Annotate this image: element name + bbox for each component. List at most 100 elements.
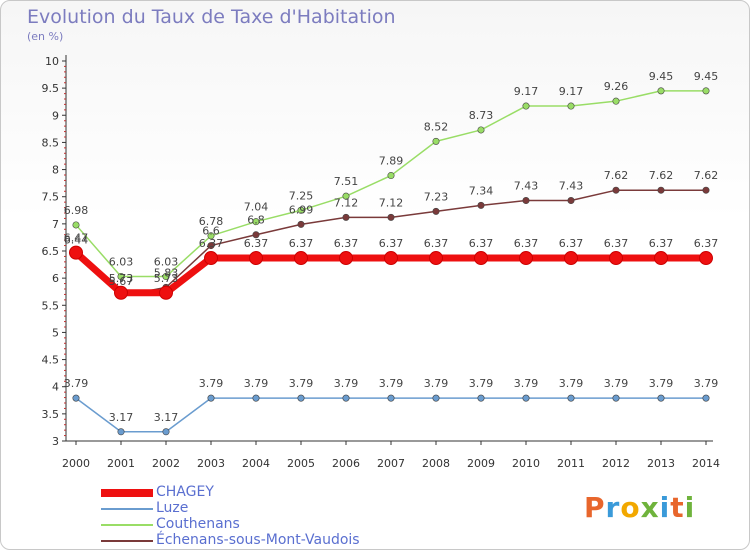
legend-label: CHAGEY [156, 484, 214, 500]
data-label-chagey: 5.73 [154, 272, 179, 285]
data-label-chagey: 6.37 [379, 237, 404, 250]
data-label-couthenans: 6.78 [199, 215, 224, 228]
data-label-couthenans: 7.51 [334, 175, 359, 188]
legend-label: Échenans-sous-Mont-Vaudois [156, 532, 360, 548]
data-point-echenans-sous-mont-vaudois [567, 197, 575, 205]
x-tick-label: 2014 [692, 457, 720, 470]
series-lines [69, 87, 713, 436]
data-point-couthenans [612, 97, 620, 105]
y-tick-label: 3.5 [42, 408, 60, 421]
logo-letter: x [640, 491, 660, 524]
data-label-couthenans: 6.03 [109, 256, 134, 269]
data-point-couthenans [432, 137, 440, 145]
unit-label: (en %) [27, 30, 64, 43]
data-label-luze: 3.79 [559, 377, 584, 390]
data-point-luze [567, 394, 575, 402]
data-label-echenans-sous-mont-vaudois: 7.23 [424, 190, 449, 203]
data-label-luze: 3.79 [424, 377, 449, 390]
data-point-echenans-sous-mont-vaudois [702, 186, 710, 194]
legend-label: Luze [156, 500, 189, 516]
data-label-echenans-sous-mont-vaudois: 7.43 [559, 180, 584, 193]
data-point-chagey [294, 251, 308, 266]
x-tick-label: 2002 [152, 457, 180, 470]
data-point-couthenans [387, 172, 395, 180]
data-label-echenans-sous-mont-vaudois: 7.43 [514, 180, 539, 193]
data-point-luze [297, 394, 305, 402]
x-tick-label: 2008 [422, 457, 450, 470]
y-tick-label: 10 [45, 55, 59, 68]
y-tick-label: 7.5 [42, 191, 60, 204]
data-label-couthenans: 7.04 [244, 201, 269, 214]
data-label-echenans-sous-mont-vaudois: 5.67 [109, 275, 134, 288]
data-label-echenans-sous-mont-vaudois: 6.44 [64, 233, 89, 246]
x-tick-label: 2009 [467, 457, 495, 470]
data-label-chagey: 6.37 [334, 237, 359, 250]
x-tick-label: 2011 [557, 457, 585, 470]
data-point-chagey [159, 285, 173, 300]
data-label-chagey: 6.37 [604, 237, 629, 250]
data-labels: 6.47 5.73 5.73 6.37 6.37 6.37 6.37 6.37 6.37 6.37… [64, 70, 719, 424]
data-point-luze [72, 394, 80, 402]
data-label-chagey: 6.37 [514, 237, 539, 250]
data-point-luze [207, 394, 215, 402]
x-tick-label: 2007 [377, 457, 405, 470]
data-point-chagey [69, 245, 83, 260]
data-label-couthenans: 9.17 [514, 85, 539, 98]
data-label-echenans-sous-mont-vaudois: 7.12 [334, 196, 359, 209]
data-point-luze [522, 394, 530, 402]
data-point-echenans-sous-mont-vaudois [207, 242, 215, 250]
data-point-couthenans [297, 206, 305, 214]
data-point-luze [342, 394, 350, 402]
logo-letter: i [659, 491, 671, 524]
data-label-luze: 3.79 [514, 377, 539, 390]
data-point-chagey [339, 251, 353, 266]
logo-letter: t [670, 491, 685, 524]
y-tick-label: 6 [52, 272, 59, 285]
data-label-luze: 3.79 [694, 377, 719, 390]
x-tick-label: 2006 [332, 457, 360, 470]
data-label-echenans-sous-mont-vaudois: 6.6 [202, 225, 220, 238]
data-point-chagey [384, 251, 398, 266]
x-tick-label: 2000 [62, 457, 90, 470]
legend-swatch [101, 524, 153, 526]
data-label-couthenans: 9.17 [559, 85, 584, 98]
data-point-chagey [519, 251, 533, 266]
data-point-echenans-sous-mont-vaudois [432, 207, 440, 215]
data-point-luze [432, 394, 440, 402]
data-label-couthenans: 8.73 [469, 109, 494, 122]
x-tick-label: 2005 [287, 457, 315, 470]
data-point-chagey [114, 285, 128, 300]
data-label-luze: 3.79 [199, 377, 224, 390]
chart-title: Evolution du Taux de Taxe d'Habitation [27, 6, 396, 28]
y-tick-label: 6.5 [42, 245, 60, 258]
data-label-echenans-sous-mont-vaudois: 6.8 [247, 214, 265, 227]
data-point-couthenans [522, 102, 530, 110]
data-point-luze [477, 394, 485, 402]
data-label-couthenans: 9.45 [694, 70, 719, 83]
legend-label: Couthenans [156, 516, 240, 532]
y-tick-label: 9 [52, 109, 59, 122]
logo-letter: o [620, 491, 641, 524]
data-label-couthenans: 7.89 [379, 155, 404, 168]
data-label-luze: 3.79 [379, 377, 404, 390]
logo-letter: P [584, 491, 606, 524]
data-point-echenans-sous-mont-vaudois [297, 220, 305, 228]
data-label-echenans-sous-mont-vaudois: 7.34 [469, 184, 494, 197]
legend-swatch [101, 489, 153, 497]
x-tick-label: 2013 [647, 457, 675, 470]
data-label-luze: 3.79 [649, 377, 674, 390]
data-point-echenans-sous-mont-vaudois [387, 213, 395, 221]
data-label-chagey: 6.37 [199, 237, 224, 250]
data-label-echenans-sous-mont-vaudois: 7.12 [379, 196, 404, 209]
data-point-echenans-sous-mont-vaudois [477, 201, 485, 209]
data-point-couthenans [117, 273, 125, 281]
data-point-luze [252, 394, 260, 402]
data-point-couthenans [342, 192, 350, 200]
data-label-couthenans: 7.25 [289, 189, 314, 202]
data-point-echenans-sous-mont-vaudois [522, 197, 530, 205]
y-tick-label: 9.5 [42, 82, 60, 95]
data-point-chagey [249, 251, 263, 266]
data-point-echenans-sous-mont-vaudois [612, 186, 620, 194]
data-point-chagey [654, 251, 668, 266]
